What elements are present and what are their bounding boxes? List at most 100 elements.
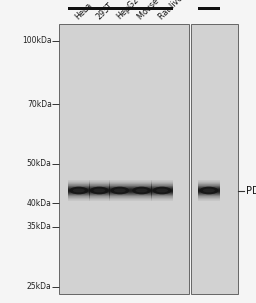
Bar: [198, 185, 220, 186]
Bar: [89, 194, 110, 195]
Bar: [131, 188, 152, 189]
Bar: [131, 187, 152, 188]
Bar: [68, 199, 90, 200]
Bar: [68, 193, 90, 194]
Bar: [151, 7, 173, 10]
Bar: [109, 192, 131, 193]
Bar: [131, 192, 152, 193]
Bar: [131, 180, 152, 181]
Text: 100kDa: 100kDa: [22, 36, 52, 45]
Text: 35kDa: 35kDa: [27, 222, 52, 231]
Bar: [198, 200, 220, 201]
Text: 25kDa: 25kDa: [27, 282, 52, 291]
Bar: [68, 196, 90, 197]
Bar: [89, 198, 110, 199]
Bar: [198, 198, 220, 199]
Bar: [198, 191, 220, 192]
Bar: [68, 7, 90, 10]
Bar: [109, 180, 131, 181]
Bar: [68, 200, 90, 201]
Bar: [131, 191, 152, 192]
Bar: [109, 187, 131, 188]
Bar: [109, 199, 131, 200]
Bar: [89, 180, 110, 181]
Bar: [89, 185, 110, 186]
Bar: [151, 197, 173, 198]
Bar: [109, 190, 131, 191]
Bar: [68, 180, 90, 181]
Bar: [109, 200, 131, 201]
Bar: [151, 193, 173, 194]
Bar: [151, 182, 173, 183]
Bar: [109, 7, 131, 10]
Bar: [131, 197, 152, 198]
Bar: [109, 191, 131, 192]
Bar: [109, 182, 131, 183]
Bar: [68, 190, 90, 191]
Ellipse shape: [90, 187, 109, 194]
Bar: [198, 190, 220, 191]
Ellipse shape: [132, 187, 151, 194]
Bar: [109, 183, 131, 184]
Bar: [131, 182, 152, 183]
Bar: [68, 184, 90, 185]
Bar: [68, 192, 90, 193]
Bar: [89, 191, 110, 192]
Ellipse shape: [156, 188, 168, 192]
Bar: [131, 186, 152, 187]
Bar: [151, 196, 173, 197]
Bar: [89, 197, 110, 198]
Bar: [131, 193, 152, 194]
Bar: [68, 191, 90, 192]
Bar: [131, 185, 152, 186]
Bar: [131, 200, 152, 201]
Bar: [131, 195, 152, 196]
Text: PDHA1: PDHA1: [246, 185, 256, 195]
Bar: [109, 198, 131, 199]
Bar: [151, 194, 173, 195]
Bar: [59, 24, 189, 294]
Bar: [198, 180, 220, 181]
Text: 40kDa: 40kDa: [27, 199, 52, 208]
Bar: [151, 189, 173, 190]
Bar: [198, 194, 220, 195]
Bar: [151, 184, 173, 185]
Bar: [89, 182, 110, 183]
Bar: [131, 7, 153, 10]
Ellipse shape: [153, 187, 172, 194]
Bar: [89, 183, 110, 184]
Bar: [131, 184, 152, 185]
Bar: [89, 189, 110, 190]
Bar: [89, 190, 110, 191]
Ellipse shape: [136, 188, 147, 192]
Bar: [198, 193, 220, 194]
Bar: [151, 199, 173, 200]
Ellipse shape: [114, 188, 126, 192]
Bar: [68, 188, 90, 189]
Bar: [131, 199, 152, 200]
Bar: [151, 181, 173, 182]
Bar: [198, 183, 220, 184]
Ellipse shape: [199, 187, 218, 194]
Bar: [151, 188, 173, 189]
Bar: [151, 180, 173, 181]
Ellipse shape: [203, 188, 215, 192]
Bar: [109, 186, 131, 187]
Bar: [198, 189, 220, 190]
Bar: [68, 181, 90, 182]
Bar: [68, 198, 90, 199]
Bar: [198, 196, 220, 197]
Bar: [89, 184, 110, 185]
Bar: [68, 183, 90, 184]
Bar: [131, 190, 152, 191]
Text: 70kDa: 70kDa: [27, 100, 52, 109]
Bar: [109, 194, 131, 195]
Text: HeLa: HeLa: [74, 1, 94, 21]
Bar: [68, 195, 90, 196]
Bar: [109, 188, 131, 189]
Bar: [151, 187, 173, 188]
Bar: [151, 195, 173, 196]
Bar: [198, 197, 220, 198]
Bar: [68, 186, 90, 187]
Ellipse shape: [73, 188, 85, 192]
